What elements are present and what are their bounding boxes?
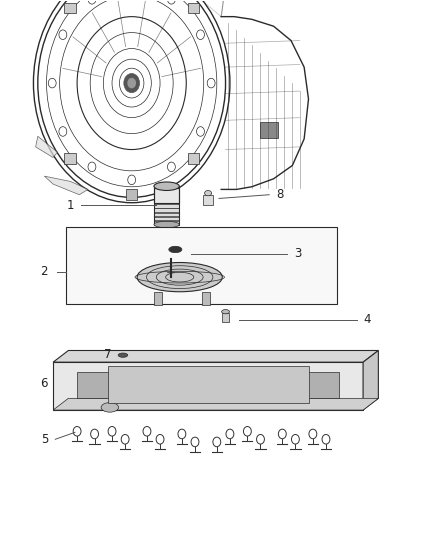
Polygon shape [153,292,162,305]
Circle shape [124,74,140,93]
Ellipse shape [222,310,230,314]
Text: 8: 8 [276,188,284,201]
Polygon shape [363,351,378,410]
Bar [64,153,76,164]
Bar [261,122,278,138]
Text: 6: 6 [41,377,48,390]
Bar [188,3,199,13]
Text: 4: 4 [364,313,371,326]
Circle shape [127,78,136,88]
Polygon shape [35,136,57,158]
Bar [66,227,337,304]
Ellipse shape [154,221,179,228]
Ellipse shape [205,190,212,196]
Polygon shape [53,362,363,410]
Bar [154,186,179,224]
Bar [188,153,199,164]
Polygon shape [53,398,378,410]
Polygon shape [53,351,378,362]
Polygon shape [44,176,88,195]
Text: 5: 5 [41,433,48,446]
Ellipse shape [169,246,182,253]
Text: 2: 2 [41,265,48,278]
Bar [154,204,179,208]
Ellipse shape [118,353,128,357]
Ellipse shape [137,263,222,292]
Ellipse shape [101,402,119,412]
Bar [154,208,179,212]
Bar [203,195,213,205]
Polygon shape [77,372,339,398]
Polygon shape [201,292,210,305]
Bar [64,3,76,13]
Text: 3: 3 [294,247,301,260]
Bar [127,189,137,200]
Bar [154,217,179,220]
Bar [154,213,179,216]
Polygon shape [108,367,308,403]
Ellipse shape [154,182,179,190]
Text: 7: 7 [104,348,111,361]
Bar [222,313,229,322]
Bar [154,188,179,204]
Text: 1: 1 [67,199,74,212]
Bar [154,221,179,224]
